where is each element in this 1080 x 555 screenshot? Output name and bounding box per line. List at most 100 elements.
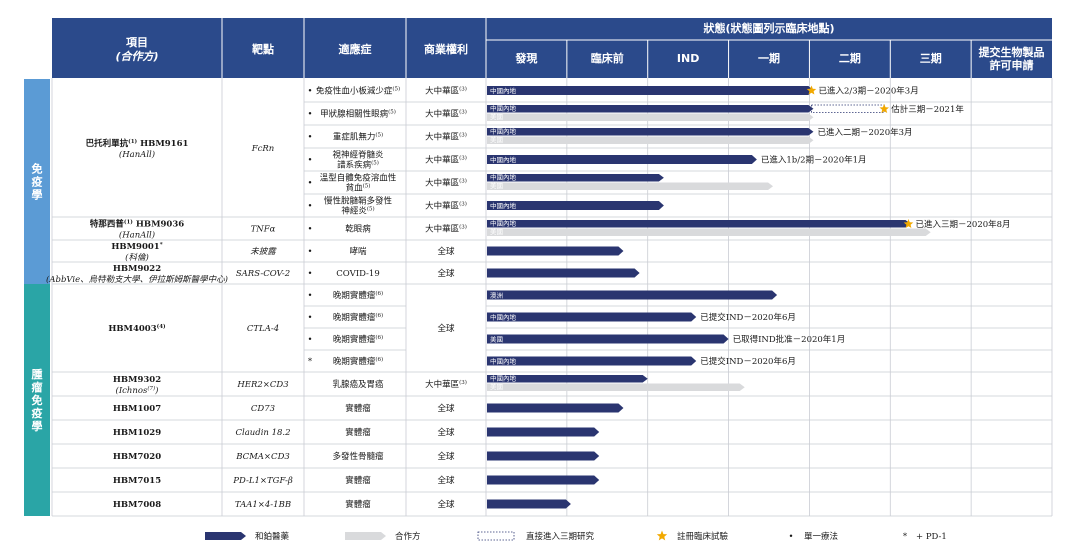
- bar-18-0: [487, 500, 571, 509]
- dotted-bar-1: [811, 105, 884, 113]
- target-17: PD-L1×TGF-β: [232, 476, 293, 486]
- table-header-bg: [52, 18, 1052, 78]
- status-text-0: 已進入2/3期－2020年3月: [818, 86, 918, 97]
- project-partner-8: (AbbVie、烏特勒支大學、伊拉斯姆斯醫學中心): [46, 274, 228, 285]
- group-label-0-2: 學: [32, 188, 43, 202]
- group-label-1-1: 瘤: [32, 380, 43, 394]
- header-project: 項目: [126, 36, 148, 49]
- rights-2: 大中華區(3): [425, 132, 467, 143]
- rights-4: 大中華區(3): [425, 178, 467, 189]
- bar-label-13-1: 美國: [490, 382, 503, 391]
- mono-marker-4: •: [307, 179, 312, 189]
- group-label-0-0: 免: [32, 162, 43, 176]
- project-name-16: HBM7020: [113, 452, 161, 462]
- indication-2: 重症肌無力(5): [333, 132, 383, 143]
- group-label-1-3: 疫: [32, 406, 43, 420]
- bar-14-0: [487, 404, 623, 413]
- rights-18: 全球: [437, 499, 455, 510]
- rights-5: 大中華區(3): [425, 201, 467, 212]
- header-stage-5: 三期: [920, 51, 942, 65]
- indication-13: 乳腺癌及胃癌: [332, 379, 384, 390]
- indication-0: 免疫性血小板減少症(5): [316, 86, 400, 97]
- indication-5: 慢性脫髓鞘多發性: [324, 196, 393, 207]
- bar-label-4-0: 中國內地: [490, 173, 517, 182]
- legend-swatch-0: [205, 532, 246, 540]
- target-9: CTLA-4: [247, 324, 279, 334]
- bar-4-1: [487, 183, 773, 191]
- mono-marker-3: •: [307, 156, 312, 166]
- bar-label-13-0: 中國內地: [490, 374, 517, 383]
- legend-swatch-5: *: [903, 532, 908, 542]
- header-stage-6-b: 許可申請: [990, 58, 1034, 72]
- bar-label-12-0: 中國內地: [490, 357, 517, 366]
- bar-17-0: [487, 476, 599, 485]
- project-name-18: HBM7008: [113, 500, 161, 510]
- project-name-14: HBM1007: [113, 404, 161, 414]
- indication-14: 實體瘤: [345, 403, 371, 414]
- group-label-1-2: 免: [32, 393, 43, 407]
- indication-6: 乾眼病: [345, 224, 371, 235]
- bar-3-0: [487, 155, 757, 164]
- indication-b-5: 神經炎(5): [341, 206, 374, 217]
- mono-marker-1: •: [307, 110, 312, 120]
- bar-label-11-0: 美國: [490, 335, 503, 344]
- bar-label-4-1: 美國: [490, 181, 503, 190]
- bar-6-1: [487, 229, 931, 237]
- group-label-1-4: 學: [32, 419, 43, 433]
- header-stage-0: 發現: [514, 51, 537, 65]
- target-13: HER2×CD3: [236, 380, 288, 390]
- target-14: CD73: [251, 404, 275, 414]
- bar-15-0: [487, 428, 599, 437]
- legend-label-0: 和鉑醫藥: [255, 531, 290, 542]
- header-project-sub: (合作方): [115, 50, 158, 63]
- status-text-1: 估計三期－2021年: [891, 104, 964, 115]
- target-8: SARS-COV-2: [236, 269, 290, 279]
- bar-1-1: [487, 114, 813, 122]
- indication-8: COVID-19: [336, 269, 379, 279]
- header-rights: 商業權利: [424, 42, 468, 56]
- header-stage-1: 臨床前: [591, 51, 624, 65]
- indication-3: 視神經脊髓炎: [332, 150, 384, 161]
- indication-1: 甲狀腺相關性眼病(5): [320, 109, 396, 120]
- bar-13-1: [487, 384, 745, 392]
- header-stage-4: 二期: [839, 51, 861, 65]
- header-indication: 適應症: [339, 42, 372, 56]
- rights-8: 全球: [437, 268, 455, 279]
- status-text-12: 已提交IND－2020年6月: [700, 356, 796, 367]
- bar-2-1: [487, 137, 813, 145]
- group-label-0-1: 疫: [32, 175, 43, 189]
- indication-12: 晚期實體瘤(6): [333, 356, 383, 367]
- group-label-1-0: 腫: [32, 367, 43, 381]
- bar-16-0: [487, 452, 599, 461]
- legend-swatch-2: [478, 532, 514, 540]
- legend-swatch-1: [345, 532, 386, 540]
- rights-14: 全球: [437, 403, 455, 414]
- target-18: TAA1×4-1BB: [235, 500, 291, 510]
- header-target: 靶點: [252, 42, 274, 56]
- project-partner-13: (Ichnos(7)): [116, 385, 159, 396]
- project-name-8: HBM9022: [113, 264, 161, 274]
- mono-marker-11: •: [307, 335, 312, 345]
- status-text-3: 已進入1b/2期－2020年1月: [761, 155, 867, 166]
- project-name-15: HBM1029: [113, 428, 161, 438]
- mono-marker-8: •: [307, 269, 312, 279]
- project-name-7: HBM9001*: [111, 242, 162, 252]
- bar-label-10-0: 中國內地: [490, 313, 517, 322]
- mono-marker-2: •: [307, 133, 312, 143]
- mono-marker-6: •: [307, 225, 312, 235]
- mono-marker-5: •: [307, 202, 312, 212]
- legend-swatch-3: [657, 531, 667, 541]
- indication-9: 晚期實體瘤(6): [333, 290, 383, 301]
- legend-label-4: 單一療法: [804, 531, 838, 542]
- legend-label-5: + PD-1: [916, 532, 947, 542]
- bar-label-3-0: 中國內地: [490, 155, 517, 164]
- mono-marker-0: •: [307, 87, 312, 97]
- rights-15: 全球: [437, 427, 455, 438]
- mono-marker-7: •: [307, 247, 312, 257]
- rights-16: 全球: [437, 451, 455, 462]
- indication-18: 實體瘤: [345, 499, 371, 510]
- indication-10: 晚期實體瘤(6): [333, 312, 383, 323]
- header-status: 狀態(狀態圖列示臨床地點): [703, 21, 834, 35]
- rights-7: 全球: [437, 246, 455, 257]
